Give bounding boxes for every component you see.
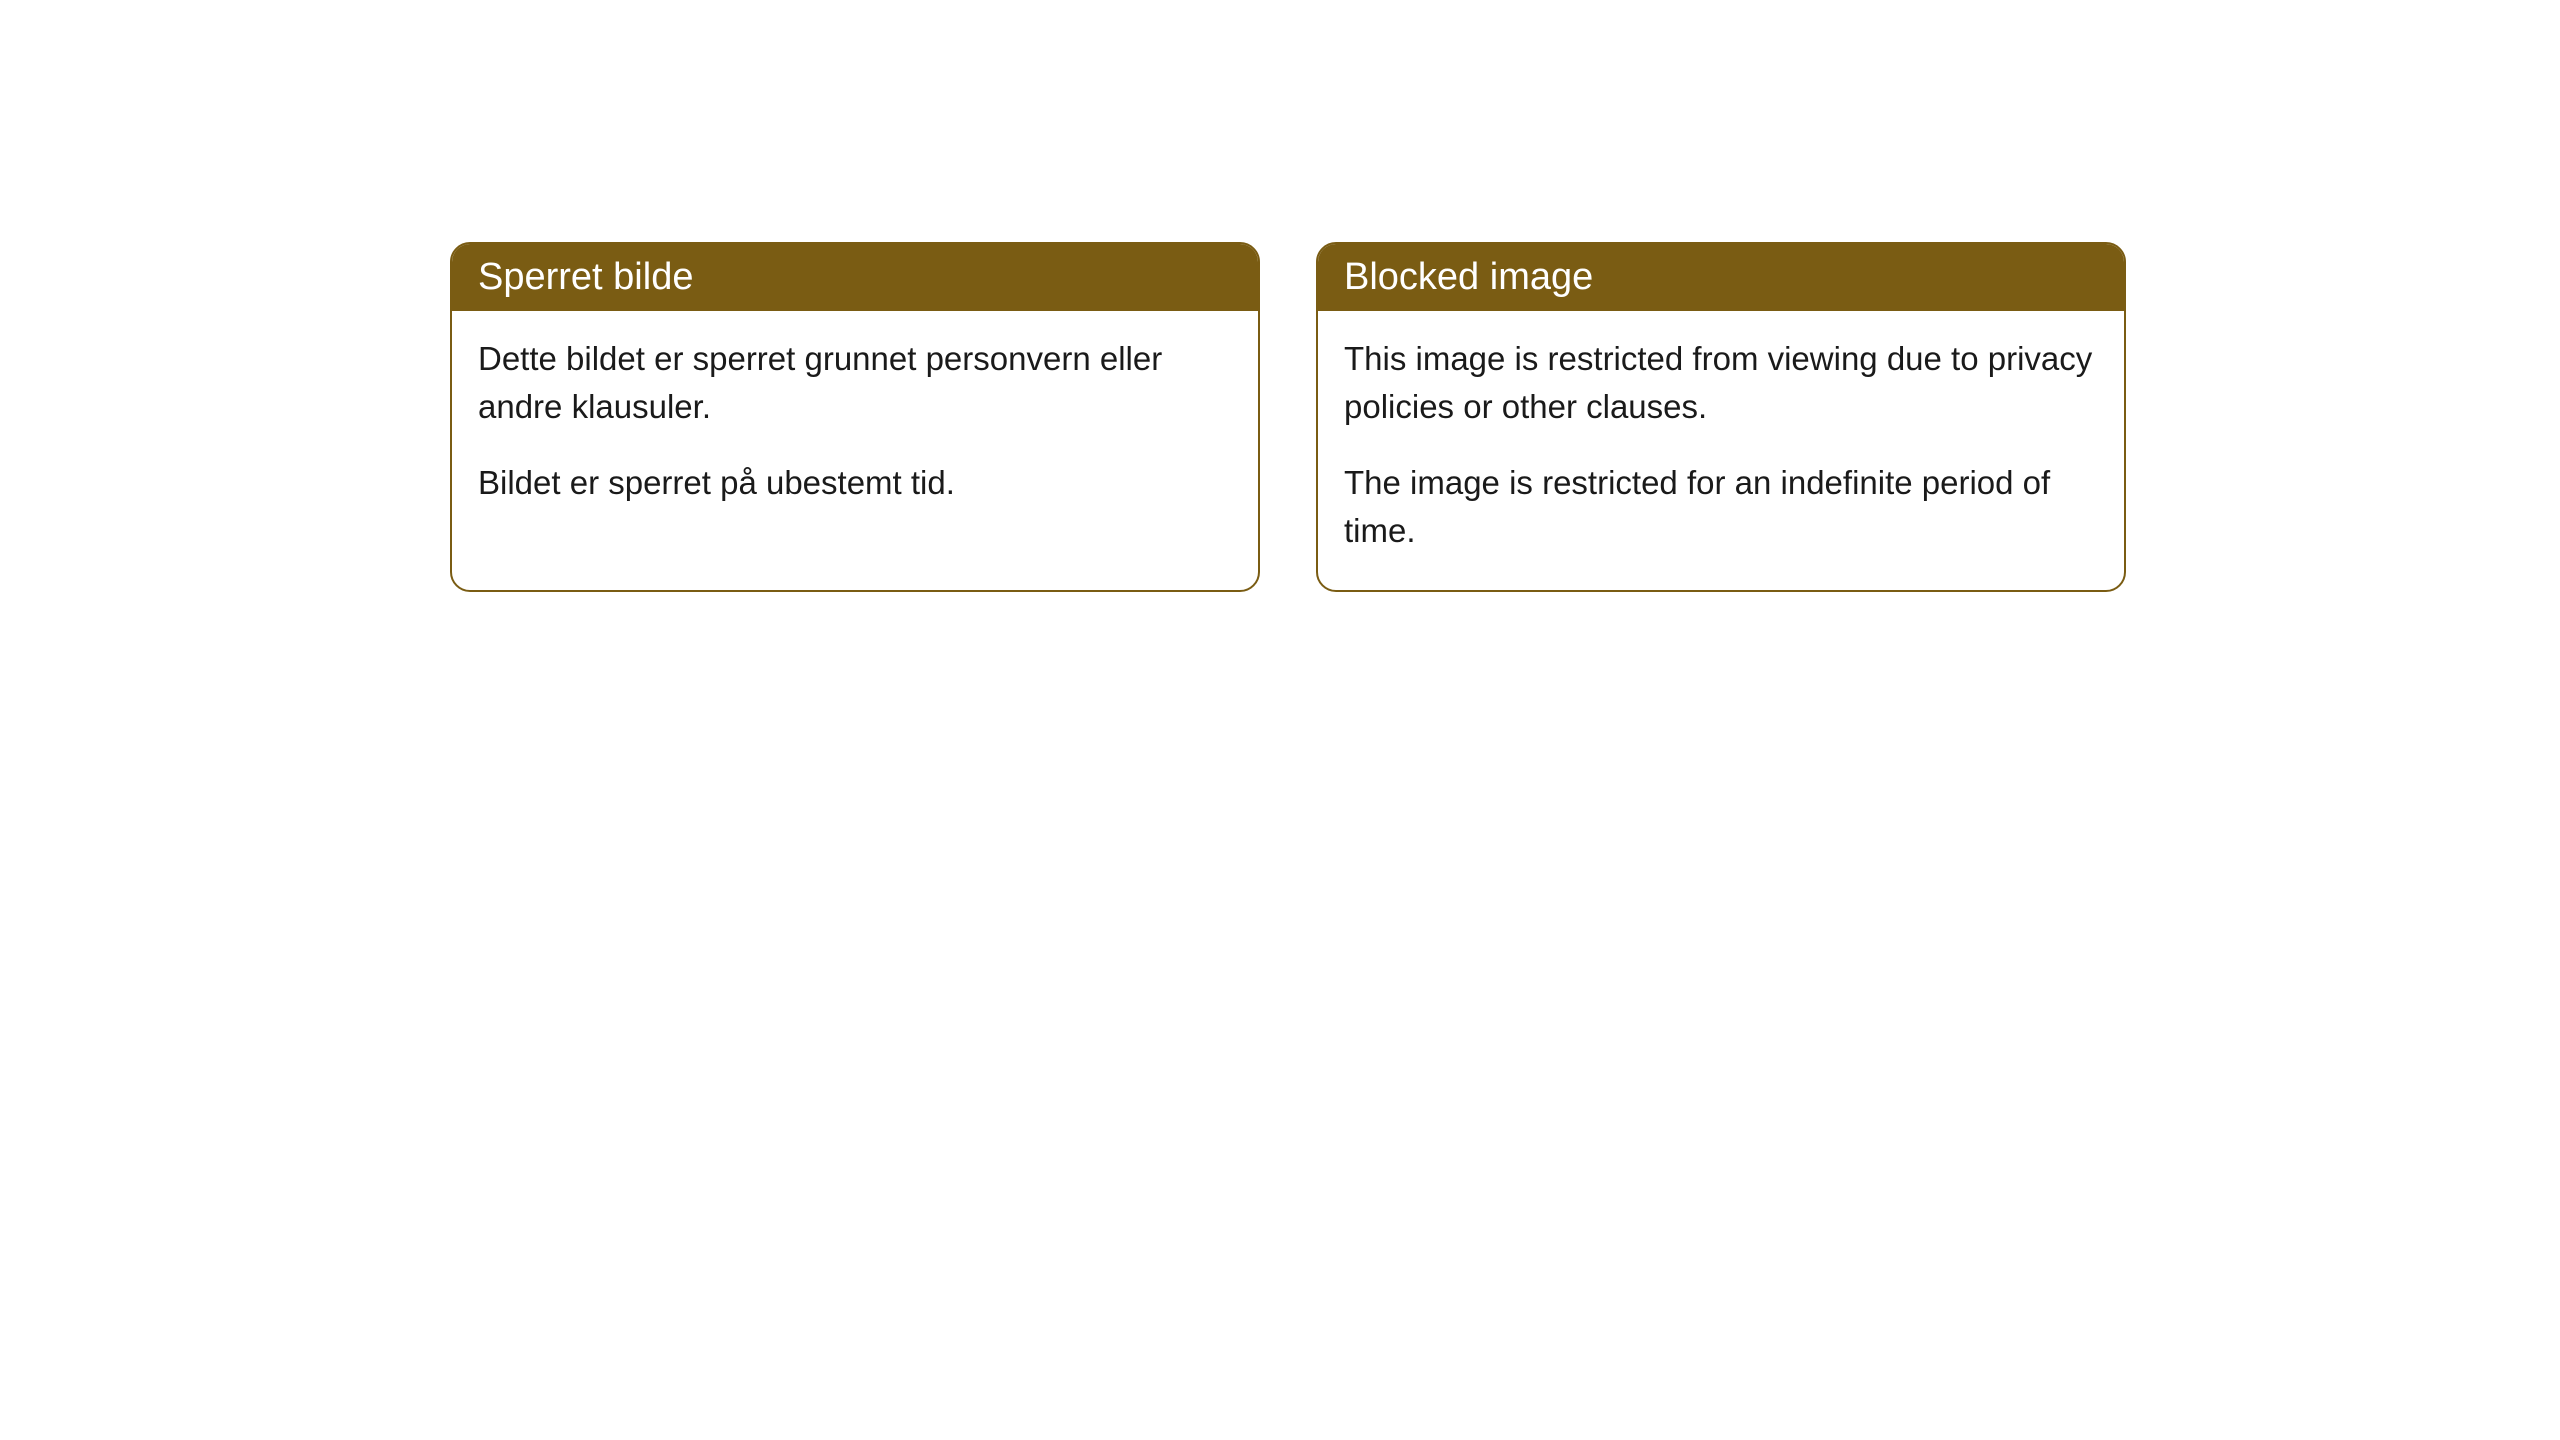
blocked-image-card-norwegian: Sperret bilde Dette bildet er sperret gr… xyxy=(450,242,1260,592)
card-body: This image is restricted from viewing du… xyxy=(1318,311,2124,590)
card-body-text: Bildet er sperret på ubestemt tid. xyxy=(478,459,1232,507)
card-body-text: This image is restricted from viewing du… xyxy=(1344,335,2098,431)
card-body-text: The image is restricted for an indefinit… xyxy=(1344,459,2098,555)
blocked-image-card-english: Blocked image This image is restricted f… xyxy=(1316,242,2126,592)
card-body-text: Dette bildet er sperret grunnet personve… xyxy=(478,335,1232,431)
card-header-title: Sperret bilde xyxy=(452,244,1258,311)
card-body: Dette bildet er sperret grunnet personve… xyxy=(452,311,1258,543)
notice-cards-container: Sperret bilde Dette bildet er sperret gr… xyxy=(450,242,2126,592)
card-header-title: Blocked image xyxy=(1318,244,2124,311)
